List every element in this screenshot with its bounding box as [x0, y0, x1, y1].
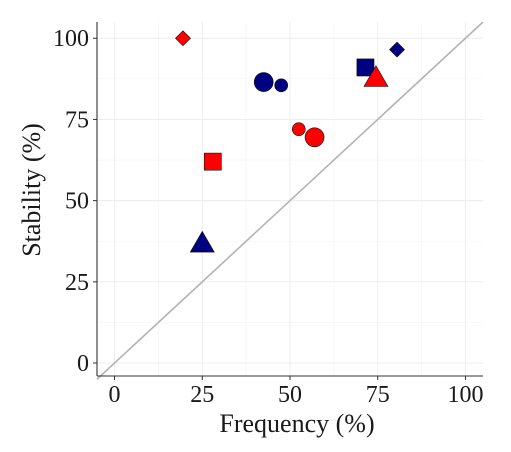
x-tick-label: 0 — [109, 382, 121, 408]
x-tick-label: 50 — [278, 382, 302, 408]
point-blue-triangle — [189, 230, 215, 253]
y-tick-label: 100 — [53, 26, 89, 52]
y-axis-title: Stability (%) — [17, 123, 46, 257]
x-axis-title: Frequency (%) — [219, 409, 374, 438]
point-blue-circle — [253, 72, 274, 92]
tick-labels: 0 25 50 75 100 0 25 50 75 100 — [53, 26, 483, 408]
x-tick-label: 25 — [190, 382, 214, 408]
point-red-circle — [304, 127, 325, 148]
y-tick-label: 25 — [65, 270, 89, 296]
point-blue-square — [356, 58, 375, 77]
identity-line — [96, 21, 484, 380]
data-points — [175, 30, 405, 253]
y-tick-label: 0 — [77, 351, 89, 377]
point-blue-diamond — [389, 41, 405, 58]
point-red-diamond — [175, 30, 191, 47]
y-tick-label: 75 — [65, 107, 89, 133]
x-tick-label: 100 — [447, 382, 483, 408]
reference-line-layer — [96, 21, 484, 380]
point-red-square — [203, 152, 222, 171]
point-red-triangle — [363, 65, 389, 87]
point-blue-circle — [274, 78, 289, 93]
x-tick-label: 75 — [366, 382, 390, 408]
axes — [93, 22, 483, 380]
point-red-circle — [291, 122, 306, 136]
y-tick-label: 50 — [65, 189, 89, 215]
